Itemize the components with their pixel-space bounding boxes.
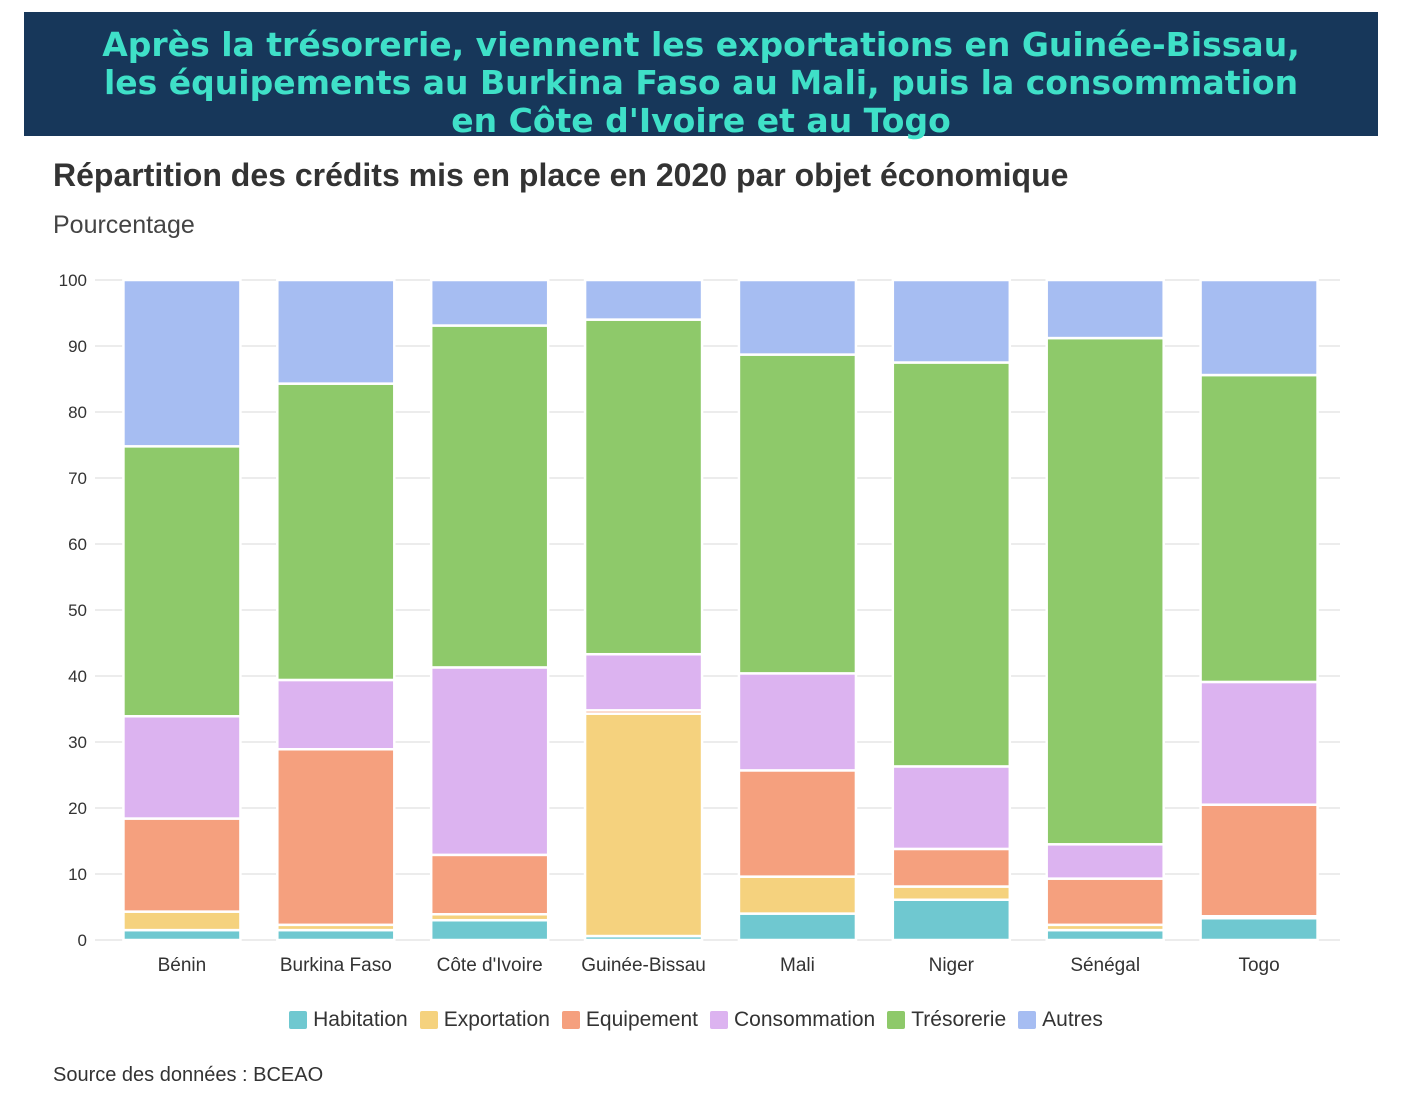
legend-label: Autres bbox=[1042, 1008, 1103, 1031]
bar-segment-autres bbox=[737, 278, 858, 356]
bar-segment-habitation bbox=[276, 928, 396, 942]
bar-segment-tresorerie bbox=[583, 318, 704, 656]
legend-swatch bbox=[887, 1011, 906, 1029]
legend-item-equipement: Equipement bbox=[561, 1008, 698, 1032]
bar-segment-tresorerie bbox=[122, 445, 242, 718]
bar-segment-tresorerie bbox=[1045, 336, 1165, 846]
y-tick-label: 90 bbox=[68, 337, 87, 356]
legend-label: Trésorerie bbox=[911, 1008, 1007, 1031]
bar-segment-equipement bbox=[891, 847, 1012, 888]
bar-segment-equipement bbox=[429, 853, 550, 916]
bar-segment-consommation bbox=[276, 678, 396, 751]
bar-segment-consommation bbox=[429, 666, 550, 857]
legend-swatch bbox=[419, 1011, 438, 1029]
legend-swatch bbox=[561, 1011, 580, 1029]
bar-segment-habitation bbox=[122, 928, 242, 942]
y-tick-label: 40 bbox=[68, 667, 87, 686]
bar-segment-exportation bbox=[583, 712, 704, 938]
bar-segment-consommation bbox=[891, 765, 1012, 851]
bar-segment-habitation bbox=[1199, 916, 1319, 942]
y-tick-label: 70 bbox=[68, 469, 87, 488]
stacked-bar-chart: 0 10 20 30 40 50 60 70 80 90 100 Bénin Burkina Faso C… bbox=[59, 271, 1340, 976]
x-tick-label: Mali bbox=[780, 955, 815, 976]
legend-item-consommation: Consommation bbox=[710, 1008, 875, 1032]
chart-title: Répartition des crédits mis en place en … bbox=[53, 157, 1069, 193]
bar-segment-autres bbox=[276, 278, 396, 385]
x-tick-label: Guinée-Bissau bbox=[581, 955, 706, 976]
y-tick-label: 0 bbox=[78, 931, 87, 950]
bar-segment-equipement bbox=[1045, 877, 1165, 927]
legend-label: Habitation bbox=[313, 1008, 408, 1031]
bar-segment-tresorerie bbox=[891, 361, 1012, 768]
headline-line-1: Après la trésorerie, viennent les export… bbox=[102, 25, 1300, 64]
headline-line-3: en Côte d'Ivoire et au Togo bbox=[451, 101, 951, 140]
bar-segment-habitation bbox=[891, 898, 1012, 942]
legend-swatch bbox=[1018, 1011, 1037, 1029]
legend-swatch bbox=[289, 1011, 308, 1029]
y-tick-label: 100 bbox=[59, 271, 87, 290]
x-tick-label: Burkina Faso bbox=[280, 955, 392, 976]
bar-segment-tresorerie bbox=[737, 353, 858, 675]
bar-segment-habitation bbox=[1045, 928, 1165, 942]
bar-segment-exportation bbox=[737, 875, 858, 915]
bar-segment-consommation bbox=[737, 672, 858, 772]
chart-subtitle: Pourcentage bbox=[53, 211, 195, 239]
legend-swatch bbox=[710, 1011, 728, 1029]
y-tick-label: 80 bbox=[68, 403, 87, 422]
bar-segment-equipement bbox=[737, 769, 858, 878]
y-tick-label: 60 bbox=[68, 535, 87, 554]
data-source-note: Source des données : BCEAO bbox=[53, 1064, 324, 1086]
bar-segment-consommation bbox=[1199, 680, 1319, 806]
x-tick-label: Sénégal bbox=[1070, 955, 1140, 976]
chart-legend: Habitation Exportation Equipement Consommat… bbox=[0, 1008, 1416, 1038]
y-tick-label: 30 bbox=[68, 733, 87, 752]
bar-segment-tresorerie bbox=[429, 324, 550, 669]
legend-item-exportation: Exportation bbox=[419, 1008, 550, 1032]
bar-segment-exportation bbox=[122, 910, 242, 932]
x-tick-label: Bénin bbox=[158, 955, 207, 976]
legend-label: Equipement bbox=[585, 1008, 698, 1031]
legend-item-autres: Autres bbox=[1018, 1008, 1103, 1032]
bar-segment-autres bbox=[1045, 278, 1165, 340]
headline-banner: Après la trésorerie, viennent les export… bbox=[24, 12, 1378, 140]
bar-segment-autres bbox=[891, 278, 1012, 364]
x-tick-label: Côte d'Ivoire bbox=[437, 955, 543, 976]
bar-segment-equipement bbox=[1199, 803, 1319, 918]
bar-segment-tresorerie bbox=[1199, 373, 1319, 684]
bar-segment-autres bbox=[1199, 278, 1319, 377]
legend-label: Exportation bbox=[443, 1008, 550, 1031]
y-tick-label: 50 bbox=[68, 601, 87, 620]
bar-segment-habitation bbox=[429, 918, 550, 942]
legend-item-tresorerie: Trésorerie bbox=[887, 1008, 1006, 1032]
bar-segment-equipement bbox=[122, 817, 242, 913]
x-tick-label: Niger bbox=[929, 955, 975, 976]
bar-segment-consommation bbox=[1045, 843, 1165, 880]
legend-item-habitation: Habitation bbox=[289, 1008, 408, 1032]
bar-segment-consommation bbox=[122, 715, 242, 820]
bar-segment-autres bbox=[583, 278, 704, 321]
bar-segment-exportation bbox=[891, 885, 1012, 901]
headline-line-2: les équipements au Burkina Faso au Mali,… bbox=[103, 63, 1299, 102]
y-tick-label: 10 bbox=[68, 865, 87, 884]
bar-segment-habitation bbox=[737, 912, 858, 942]
legend-label: Consommation bbox=[734, 1008, 876, 1031]
y-tick-label: 20 bbox=[68, 799, 87, 818]
x-tick-label: Togo bbox=[1238, 955, 1279, 976]
bar-segment-consommation bbox=[583, 652, 704, 712]
bar-segment-equipement bbox=[276, 748, 396, 927]
bar-segment-autres bbox=[429, 278, 550, 327]
bar-segment-autres bbox=[122, 278, 242, 448]
bar-segment-tresorerie bbox=[276, 382, 396, 682]
